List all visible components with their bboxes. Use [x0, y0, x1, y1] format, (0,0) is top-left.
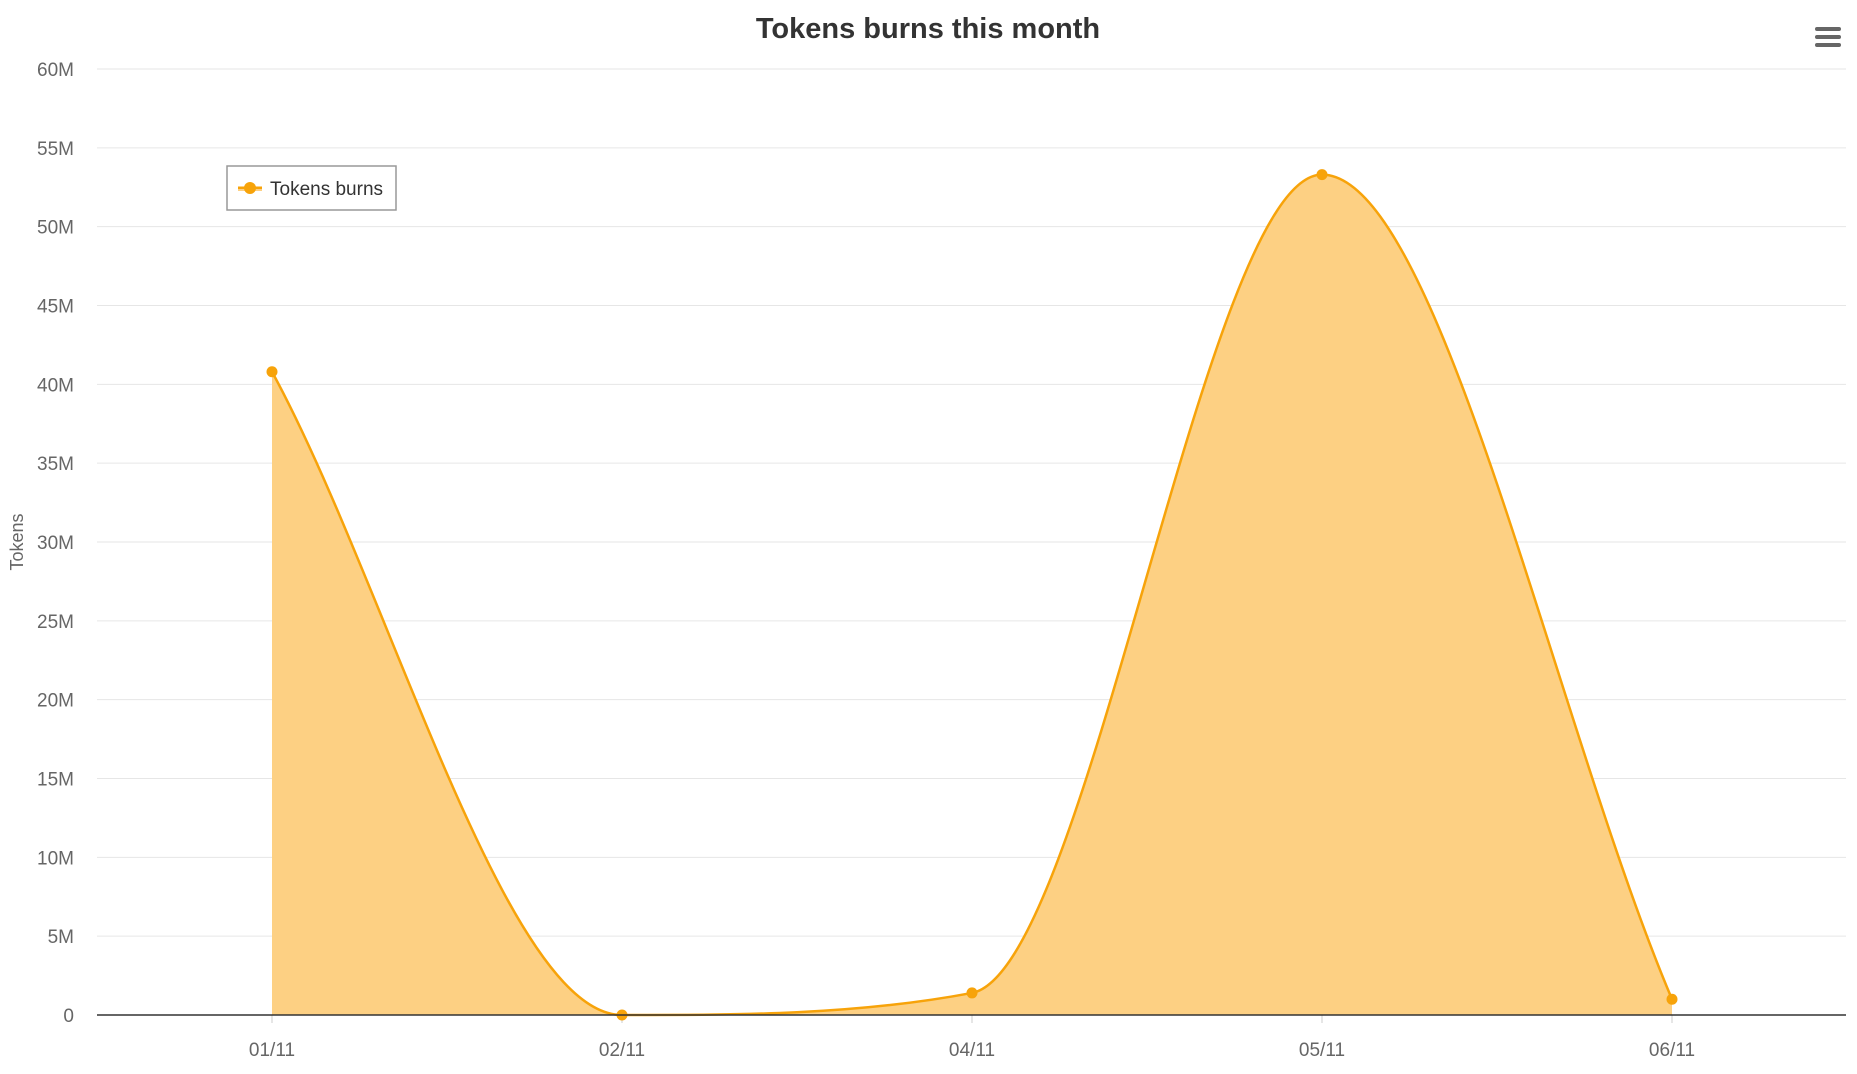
x-axis-ticks: 01/11 02/11 04/11 05/11 06/11 [249, 1015, 1695, 1061]
legend[interactable]: Tokens burns [226, 165, 397, 211]
x-tick-label: 04/11 [949, 1040, 995, 1061]
y-tick-label: 50M [37, 218, 74, 239]
y-tick-label: 35M [37, 454, 74, 475]
y-axis-title: Tokens [7, 513, 27, 570]
hamburger-menu-icon [1815, 27, 1841, 47]
y-tick-label: 10M [37, 848, 74, 869]
data-point[interactable] [1316, 169, 1328, 181]
data-point[interactable] [1666, 993, 1678, 1005]
chart-menu-button[interactable] [1808, 20, 1848, 56]
series-area [272, 174, 1672, 1016]
y-tick-label: 20M [37, 691, 74, 712]
y-tick-label: 0 [63, 1006, 74, 1027]
y-tick-label: 45M [37, 297, 74, 318]
chart-title: Tokens burns this month [756, 13, 1100, 45]
x-tick-label: 06/11 [1649, 1040, 1695, 1061]
data-point[interactable] [266, 366, 278, 378]
legend-label: Tokens burns [270, 179, 383, 200]
x-tick-label: 02/11 [599, 1040, 645, 1061]
data-point[interactable] [966, 987, 978, 999]
x-tick-label: 05/11 [1299, 1040, 1345, 1061]
y-tick-label: 60M [37, 60, 74, 81]
y-tick-label: 25M [37, 612, 74, 633]
series-line [270, 173, 1674, 1017]
y-tick-label: 15M [37, 770, 74, 791]
y-axis-ticks: 0 5M 10M 15M 20M 25M 30M 35M 40M 45M 50M 55M 60M [37, 60, 74, 1027]
legend-marker-icon [238, 182, 262, 194]
y-tick-label: 30M [37, 533, 74, 554]
x-tick-label: 01/11 [249, 1040, 295, 1061]
y-tick-label: 55M [37, 139, 74, 160]
y-tick-label: 40M [37, 375, 74, 396]
series-layer [266, 169, 1678, 1021]
y-tick-label: 5M [48, 927, 74, 948]
